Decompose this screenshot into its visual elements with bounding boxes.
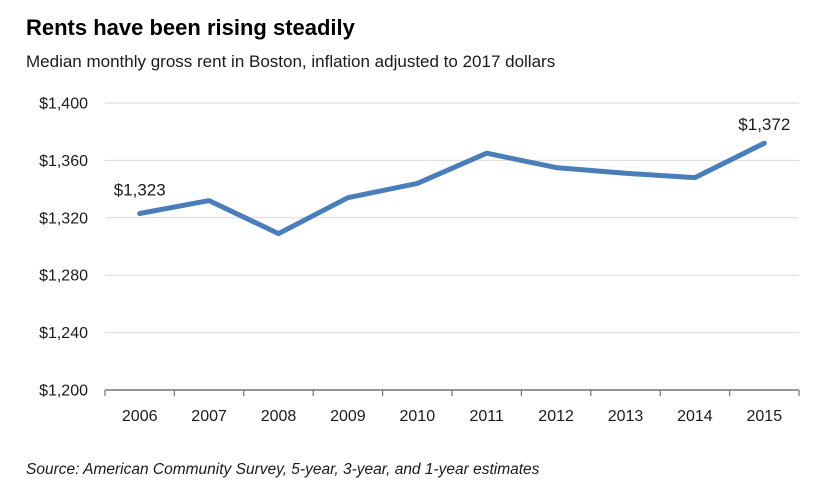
y-axis-tick-label: $1,320 [39,210,88,227]
chart-title: Rents have been rising steadily [26,15,355,40]
x-axis-tick-label: 2009 [330,408,366,425]
chart-subtitle: Median monthly gross rent in Boston, inf… [26,52,556,71]
x-axis-tick-label: 2008 [261,408,297,425]
x-axis-tick-label: 2015 [747,408,783,425]
data-label: $1,323 [114,180,166,199]
source-note: Source: American Community Survey, 5-yea… [26,461,540,478]
x-axis-tick-label: 2014 [677,408,713,425]
rent-line-series [137,140,767,237]
y-axis-tick-label: $1,400 [39,96,88,113]
x-axis-tick-label: 2010 [400,408,436,425]
x-axis-tick-label: 2012 [538,408,574,425]
y-axis-tick-label: $1,200 [39,383,88,400]
y-axis-tick-label: $1,280 [39,268,88,285]
y-axis-tick-label: $1,360 [39,153,88,170]
x-axis-tick-label: 2013 [608,408,644,425]
y-axis-tick-label: $1,240 [39,325,88,342]
x-axis-tick-label: 2007 [191,408,227,425]
x-axis-tick-label: 2006 [122,408,158,425]
x-axis-tick-label: 2011 [469,408,504,425]
data-label: $1,372 [738,115,790,134]
